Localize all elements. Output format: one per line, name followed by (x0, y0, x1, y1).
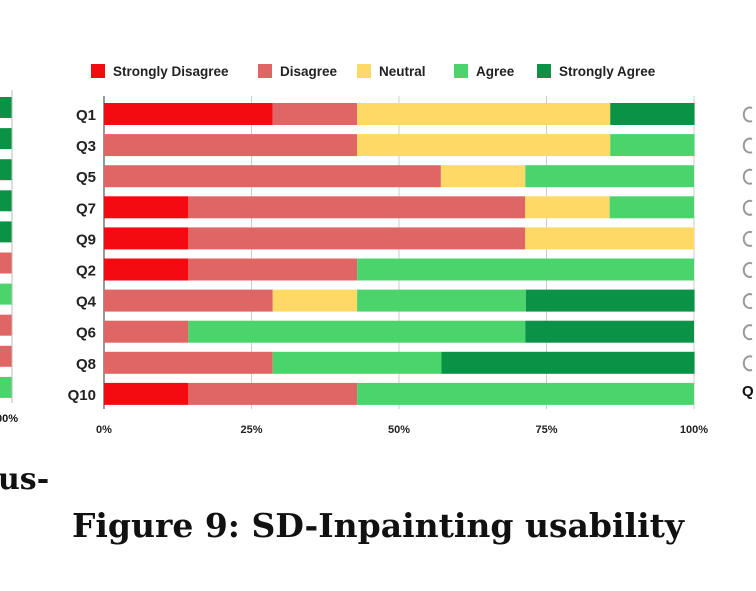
bar-segment (272, 103, 358, 125)
left-fragment-text: us- (0, 462, 50, 497)
legend-label: Strongly Agree (559, 64, 656, 79)
category-labels: Q1 Q3 Q5 Q7 Q9 Q2 Q4 Q6 Q8 Q10 (68, 107, 97, 404)
legend-label: Strongly Disagree (113, 64, 229, 79)
left-fragment-bar (0, 190, 12, 212)
legend-label: Agree (476, 64, 515, 79)
legend-label: Neutral (379, 64, 426, 79)
left-fragment-tick: 00% (0, 413, 19, 425)
bar-segment (610, 103, 695, 125)
bar-segment (104, 134, 358, 157)
left-fragment-bar (0, 97, 12, 118)
left-fragment-bar (0, 221, 12, 243)
left-fragment-bar (0, 283, 12, 305)
category-label: Q6 (76, 325, 96, 342)
legend-swatch (357, 64, 371, 78)
right-fragment-label-stub (742, 293, 753, 310)
legend: Strongly Disagree Disagree Neutral Agree Str… (91, 64, 656, 79)
bar-segment (104, 289, 273, 312)
bar-segment (188, 196, 526, 219)
bar-segment (104, 320, 189, 343)
bar-segment (188, 320, 526, 343)
category-label: Q3 (76, 138, 96, 155)
right-fragment-label-stub (742, 262, 753, 278)
category-label: Q4 (76, 294, 97, 311)
bar-segment (104, 103, 273, 125)
left-chart-fragment (0, 90, 753, 403)
left-fragment-bar (0, 159, 12, 181)
right-fragment-label-stub (742, 199, 753, 216)
legend-label: Disagree (280, 64, 338, 79)
category-label: Q8 (76, 356, 96, 373)
bar-segment (188, 227, 526, 250)
right-fragment-label-stub (742, 230, 753, 247)
x-tick-label: 100% (680, 424, 708, 436)
bar-segment (357, 258, 694, 281)
right-fragment-label-stub (742, 355, 753, 372)
legend-swatch (91, 64, 105, 78)
right-fragment-label-stub (742, 324, 753, 341)
category-label: Q7 (76, 200, 96, 217)
bar-segment (525, 227, 694, 250)
bar-segment (440, 165, 526, 188)
bar-segment (104, 382, 189, 405)
bar-segment (525, 289, 695, 312)
bar-segment (104, 351, 273, 374)
x-tick-label: 25% (240, 424, 262, 436)
right-fragment-label: Q (742, 383, 754, 400)
bar-segment (609, 196, 694, 219)
category-label: Q1 (76, 107, 96, 124)
x-tick-label: 50% (388, 424, 410, 436)
bar-segment (104, 227, 189, 250)
category-label: Q10 (68, 387, 96, 404)
bar-segment (272, 289, 358, 312)
right-fragment-label-stub (742, 106, 753, 123)
left-fragment-bar (0, 128, 12, 150)
bar-segment (104, 258, 189, 281)
x-tick-label: 0% (96, 424, 112, 436)
bar-segment (188, 382, 358, 405)
category-label: Q9 (76, 231, 96, 248)
bar-segment (357, 289, 526, 312)
category-label: Q2 (76, 263, 96, 280)
bar-segment (610, 134, 695, 157)
bar-segment (525, 196, 610, 219)
bar-segment (104, 196, 189, 219)
left-fragment-bar (0, 314, 12, 336)
right-fragment-label-stub (742, 168, 753, 185)
bar-segment (104, 165, 441, 188)
bar-segment (357, 103, 611, 125)
bar-segment (357, 382, 694, 405)
bar-segment (272, 351, 442, 374)
bar-segment (525, 320, 694, 343)
bar-segment (525, 165, 694, 188)
left-fragment-bar (0, 376, 12, 398)
x-tick-labels: 0% 25% 50% 75% 100% (96, 424, 708, 436)
right-fragment-label-stub (742, 137, 753, 154)
legend-swatch (258, 64, 272, 78)
left-fragment-bar (0, 345, 12, 367)
bars (104, 103, 695, 405)
legend-swatch (454, 64, 468, 78)
figure-caption: Figure 9: SD-Inpainting usability (71, 506, 685, 545)
bar-segment (441, 351, 695, 374)
legend-swatch (537, 64, 551, 78)
category-label: Q5 (76, 169, 96, 186)
bar-segment (357, 134, 611, 157)
left-fragment-bar (0, 252, 12, 274)
bar-segment (188, 258, 358, 281)
x-tick-label: 75% (535, 424, 557, 436)
